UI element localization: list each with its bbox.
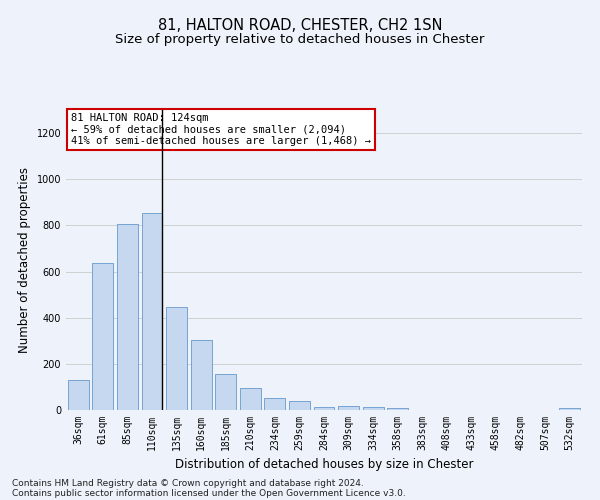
Text: 81 HALTON ROAD: 124sqm
← 59% of detached houses are smaller (2,094)
41% of semi-: 81 HALTON ROAD: 124sqm ← 59% of detached… [71,113,371,146]
Bar [265,398,286,410]
Bar [362,406,383,410]
Bar [338,406,359,410]
Y-axis label: Number of detached properties: Number of detached properties [18,167,31,353]
Text: Contains HM Land Registry data © Crown copyright and database right 2024.: Contains HM Land Registry data © Crown c… [12,478,364,488]
X-axis label: Distribution of detached houses by size in Chester: Distribution of detached houses by size … [175,458,473,471]
Text: 81, HALTON ROAD, CHESTER, CH2 1SN: 81, HALTON ROAD, CHESTER, CH2 1SN [158,18,442,32]
Text: Contains public sector information licensed under the Open Government Licence v3: Contains public sector information licen… [12,488,406,498]
Bar [166,308,187,410]
Bar [92,264,113,410]
Bar [215,374,236,410]
Bar [387,408,408,410]
Text: Size of property relative to detached houses in Chester: Size of property relative to detached ho… [115,32,485,46]
Bar [191,340,212,410]
Bar [142,212,163,410]
Bar [314,406,334,410]
Bar [117,224,138,410]
Bar [68,380,89,410]
Bar [289,401,310,410]
Bar [559,408,580,410]
Bar [240,388,261,410]
